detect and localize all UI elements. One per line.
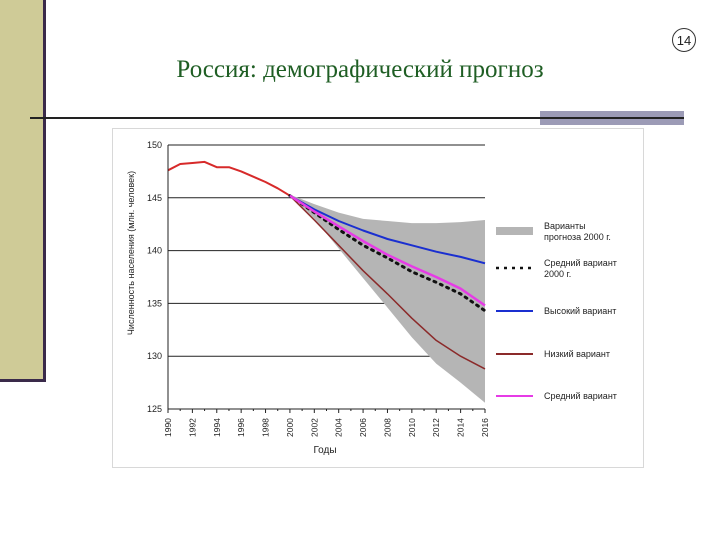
x-tick-label: 2008 [382,418,392,437]
series-line-1 [288,194,487,313]
x-tick-label: 1992 [187,418,197,437]
sidebar-decoration [0,0,46,382]
x-tick-label: 2012 [431,418,441,437]
population-chart: Численность населения (млн. человек) Год… [126,140,617,456]
band-layer [289,194,485,403]
legend-label: Средний вариант [544,391,617,401]
x-tick-label: 2000 [285,418,295,437]
x-axis-label: Годы [313,445,336,456]
x-tick-label: 2010 [407,418,417,437]
x-tick-label: 1998 [261,418,271,437]
legend-label: Средний вариант [544,258,617,268]
x-tick-label: 2016 [480,418,490,437]
x-tick-label: 1990 [163,418,173,437]
series-line-3 [289,195,486,370]
series-line-2 [289,194,486,265]
x-tick-label: 2006 [358,418,368,437]
y-tick-label: 125 [147,404,162,414]
axis-layer: Численность населения (млн. человек) Год… [126,140,490,456]
legend-label: Низкий вариант [544,349,610,359]
series-line-0 [167,160,291,197]
x-tick-label: 2014 [456,418,466,437]
page-number: 14 [672,28,696,52]
y-tick-label: 150 [147,140,162,150]
title-rule-accent [540,111,684,125]
legend-label-line2: 2000 г. [544,269,571,279]
y-tick-label: 140 [147,246,162,256]
legend-label: Варианты [544,221,586,231]
y-tick-label: 130 [147,351,162,361]
chart-container: Численность населения (млн. человек) Год… [112,128,644,468]
series-layer [167,160,487,370]
y-tick-label: 145 [147,193,162,203]
legend-label-line2: прогноза 2000 г. [544,232,611,242]
slide-title: Россия: демографический прогноз [176,56,544,83]
x-tick-label: 2002 [309,418,319,437]
legend-label: Высокий вариант [544,306,616,316]
title-rule [30,117,540,119]
x-tick-label: 1996 [236,418,246,437]
forecast-range-band [289,194,485,403]
legend-swatch-band [496,227,533,235]
x-tick-label: 2004 [334,418,344,437]
y-tick-label: 135 [147,298,162,308]
x-tick-label: 1994 [212,418,222,437]
series-line-4 [289,194,486,307]
y-axis-label: Численность населения (млн. человек) [126,171,136,335]
